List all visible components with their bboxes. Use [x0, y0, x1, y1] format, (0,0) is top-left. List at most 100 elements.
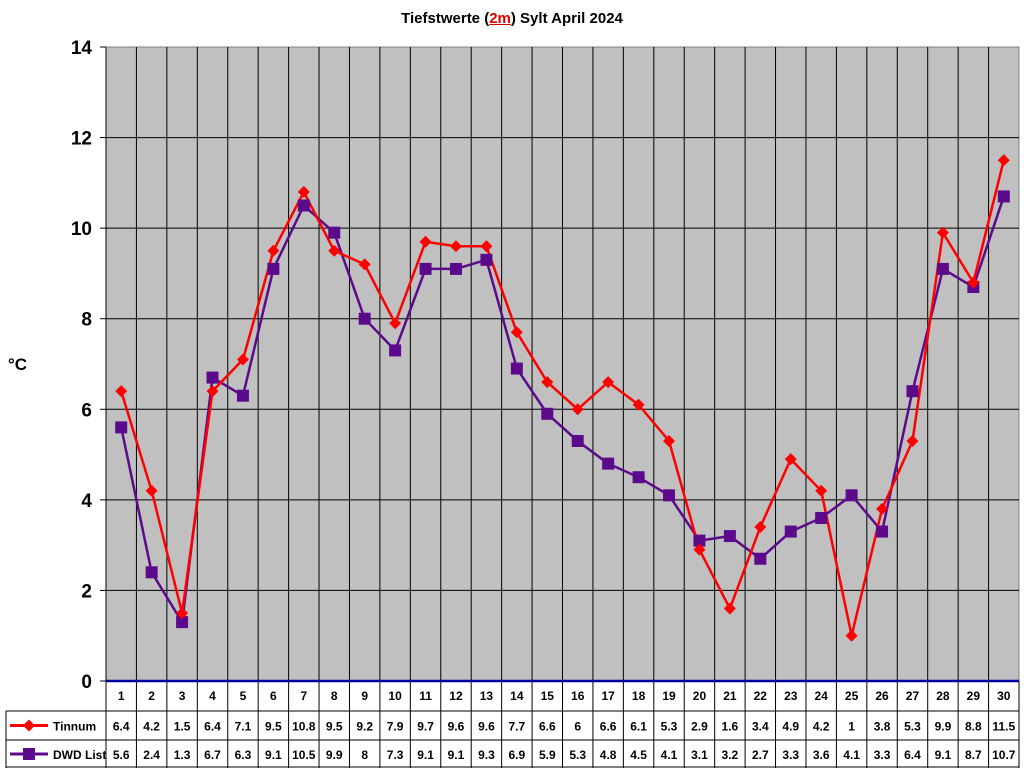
table-cell: 7.7: [509, 720, 526, 734]
x-category-label: 22: [754, 689, 768, 703]
square-marker: [328, 226, 341, 239]
diamond-marker: [389, 317, 402, 330]
x-category-label: 1: [118, 689, 125, 703]
square-marker: [419, 262, 432, 275]
table-cell: 8.7: [965, 748, 982, 762]
legend-diamond-icon: [23, 719, 35, 732]
diamond-marker: [176, 607, 189, 620]
x-category-label: 27: [906, 689, 920, 703]
diamond-marker: [480, 240, 493, 253]
table-cell: 9.1: [448, 748, 465, 762]
square-marker: [663, 489, 676, 502]
y-tick-label: 10: [71, 219, 92, 240]
table-cell: 6.4: [113, 720, 130, 734]
x-category-label: 12: [449, 689, 463, 703]
table-cell: 9.7: [417, 720, 434, 734]
y-tick-label: 4: [81, 491, 92, 512]
square-marker: [784, 525, 797, 538]
x-category-label: 26: [875, 689, 889, 703]
table-cell: 4.2: [813, 720, 830, 734]
table-cell: 5.9: [539, 748, 556, 762]
diamond-marker: [297, 185, 310, 198]
square-marker: [632, 471, 645, 484]
square-marker: [693, 534, 706, 547]
table-cell: 6: [574, 720, 581, 734]
table-cell: 6.7: [204, 748, 221, 762]
table-cell: 10.5: [292, 748, 316, 762]
diamond-marker: [632, 398, 645, 411]
y-tick-label: 8: [81, 310, 92, 331]
square-marker: [845, 489, 858, 502]
x-category-label: 19: [662, 689, 676, 703]
legend-label: DWD List: [53, 748, 106, 762]
y-tick-label: 0: [81, 672, 92, 693]
diamond-marker: [358, 258, 371, 271]
square-marker: [358, 312, 371, 325]
square-marker: [571, 434, 584, 447]
table-cell: 6.3: [235, 748, 252, 762]
table-cell: 2.4: [143, 748, 160, 762]
table-cell: 3.1: [691, 748, 708, 762]
y-tick-label: 2: [81, 581, 92, 602]
table-cell: 8: [361, 748, 368, 762]
diamond-marker: [663, 434, 676, 447]
table-cell: 4.2: [143, 720, 160, 734]
table-cell: 9.5: [326, 720, 343, 734]
diamond-marker: [419, 235, 432, 248]
diamond-marker: [602, 376, 615, 389]
table-cell: 9.6: [448, 720, 465, 734]
diamond-marker: [510, 326, 523, 339]
table-cell: 8.8: [965, 720, 982, 734]
table-cell: 5.3: [904, 720, 921, 734]
square-marker: [936, 262, 949, 275]
table-cell: 11.5: [992, 720, 1015, 734]
table-cell: 5.3: [661, 720, 678, 734]
series-line-dwd-list: [119, 196, 1005, 626]
square-marker: [145, 566, 158, 579]
square-marker: [449, 262, 462, 275]
square-marker: [723, 530, 736, 543]
diamond-marker: [723, 602, 736, 615]
square-marker: [510, 362, 523, 375]
table-cell: 1.6: [722, 720, 739, 734]
table-cell: 6.6: [600, 720, 617, 734]
x-category-label: 6: [270, 689, 277, 703]
square-marker: [267, 262, 280, 275]
square-marker: [389, 344, 402, 357]
table-cell: 3.2: [722, 748, 739, 762]
x-category-label: 4: [209, 689, 216, 703]
y-tick-label: 12: [71, 129, 92, 150]
table-cell: 5.3: [569, 748, 586, 762]
diamond-marker: [845, 629, 858, 642]
table-cell: 9.9: [935, 720, 952, 734]
diamond-marker: [754, 521, 767, 534]
diamond-marker: [236, 353, 249, 366]
diamond-marker: [906, 434, 919, 447]
x-category-label: 25: [845, 689, 859, 703]
table-cell: 4.1: [661, 748, 678, 762]
table-cell: 4.1: [843, 748, 860, 762]
title-highlight: 2m: [489, 10, 511, 27]
x-category-label: 11: [419, 689, 432, 703]
square-marker: [602, 457, 615, 470]
title-suffix: ) Sylt April 2024: [510, 10, 623, 27]
x-category-label: 2: [148, 689, 155, 703]
x-category-label: 30: [997, 689, 1011, 703]
table-cell: 9.1: [417, 748, 434, 762]
square-marker: [480, 253, 493, 266]
diamond-marker: [997, 154, 1010, 167]
table-cell: 3.6: [813, 748, 830, 762]
x-category-label: 18: [632, 689, 646, 703]
x-category-label: 10: [388, 689, 402, 703]
legend-label: Tinnum: [53, 720, 96, 734]
table-cell: 5.6: [113, 748, 130, 762]
y-tick-label: 14: [71, 38, 93, 59]
x-category-label: 21: [723, 689, 737, 703]
table-cell: 4.8: [600, 748, 617, 762]
square-marker: [541, 407, 554, 420]
table-cell: 9.5: [265, 720, 282, 734]
x-category-label: 28: [936, 689, 950, 703]
table-cell: 1.5: [174, 720, 191, 734]
x-category-label: 5: [240, 689, 247, 703]
diamond-marker: [206, 385, 219, 398]
